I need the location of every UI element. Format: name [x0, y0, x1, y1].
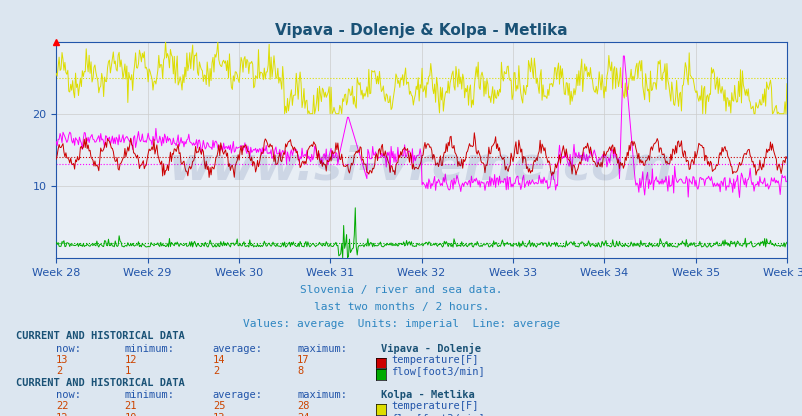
Text: minimum:: minimum:: [124, 390, 174, 400]
Text: minimum:: minimum:: [124, 344, 174, 354]
Text: 8: 8: [297, 366, 303, 376]
Text: 22: 22: [56, 401, 69, 411]
Text: 21: 21: [124, 401, 137, 411]
Text: Kolpa - Metlika: Kolpa - Metlika: [381, 390, 475, 400]
Text: CURRENT AND HISTORICAL DATA: CURRENT AND HISTORICAL DATA: [16, 378, 184, 388]
Text: last two months / 2 hours.: last two months / 2 hours.: [314, 302, 488, 312]
Text: 17: 17: [297, 355, 310, 365]
Text: 2: 2: [213, 366, 219, 376]
Text: 24: 24: [297, 413, 310, 416]
Text: 25: 25: [213, 401, 225, 411]
Text: 12: 12: [56, 413, 69, 416]
Text: average:: average:: [213, 390, 262, 400]
Text: 14: 14: [213, 355, 225, 365]
Text: now:: now:: [56, 390, 81, 400]
Text: 13: 13: [56, 355, 69, 365]
Text: average:: average:: [213, 344, 262, 354]
Title: Vipava - Dolenje & Kolpa - Metlika: Vipava - Dolenje & Kolpa - Metlika: [275, 22, 567, 38]
Text: flow[foot3/min]: flow[foot3/min]: [391, 366, 484, 376]
Text: CURRENT AND HISTORICAL DATA: CURRENT AND HISTORICAL DATA: [16, 331, 184, 341]
Text: maximum:: maximum:: [297, 390, 346, 400]
Text: 28: 28: [297, 401, 310, 411]
Text: 12: 12: [124, 355, 137, 365]
Text: flow[foot3/min]: flow[foot3/min]: [391, 413, 484, 416]
Text: 10: 10: [124, 413, 137, 416]
Text: 2: 2: [56, 366, 63, 376]
Text: Values: average  Units: imperial  Line: average: Values: average Units: imperial Line: av…: [242, 319, 560, 329]
Text: Slovenia / river and sea data.: Slovenia / river and sea data.: [300, 285, 502, 295]
Text: 13: 13: [213, 413, 225, 416]
Text: Vipava - Dolenje: Vipava - Dolenje: [381, 342, 481, 354]
Text: 1: 1: [124, 366, 131, 376]
Text: temperature[F]: temperature[F]: [391, 355, 478, 365]
Text: maximum:: maximum:: [297, 344, 346, 354]
Text: now:: now:: [56, 344, 81, 354]
Text: temperature[F]: temperature[F]: [391, 401, 478, 411]
Text: www.si-vreme.com: www.si-vreme.com: [169, 145, 673, 190]
